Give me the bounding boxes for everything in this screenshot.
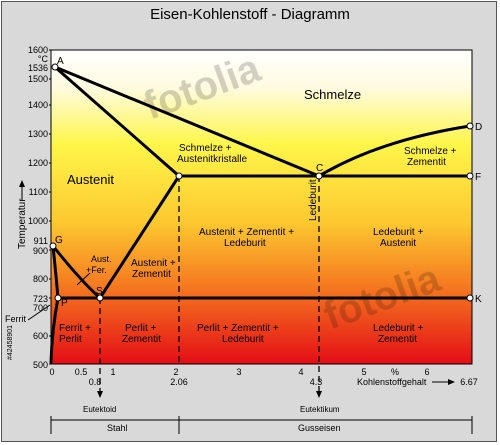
x-tick-1: 1: [110, 367, 115, 377]
point-e-marker: [176, 173, 182, 179]
region-schmelze-austenit-1: Schmelze +: [179, 143, 232, 154]
y-tick-911: 911: [34, 236, 48, 246]
y-tick-1100: 1100: [29, 187, 48, 197]
y-axis-label: Temperatur: [17, 198, 28, 249]
region-austenit-zementit-1: Austenit +: [131, 258, 176, 269]
x-tick-43: 4.3: [310, 377, 323, 387]
point-f-marker: [467, 173, 473, 179]
region-ledeburit-vertical: Ledeburit: [308, 179, 319, 221]
x-tick-667: 6.67: [460, 377, 478, 387]
y-tick-1300: 1300: [28, 129, 48, 139]
region-schmelze: Schmelze: [304, 87, 361, 102]
region-aust-fer-2: +Fer.: [86, 265, 107, 275]
plot-area: [51, 50, 472, 364]
x-tick-5: 5: [361, 367, 366, 377]
y-tick-900: 900: [33, 246, 48, 256]
y-tick-800: 800: [33, 274, 48, 284]
region-perlit-zementit-2: Zementit: [122, 334, 161, 345]
region-perlit-zementit-1: Perlit +: [125, 323, 157, 334]
region-aust-fer-1: Aust.: [91, 254, 112, 264]
region-ledeburit-austenit-2: Austenit: [380, 238, 416, 249]
region-ferrit-perlit-2: Perlit: [59, 334, 82, 345]
region-aust-zem-led-2: Ledeburit: [224, 238, 266, 249]
eutektikum-arrow-icon: [316, 391, 322, 398]
point-d-marker: [467, 123, 473, 129]
label-k: K: [475, 294, 482, 305]
ferrit-label: Ferrit: [5, 314, 26, 324]
label-d: D: [475, 122, 482, 133]
x-tick-05: 0.5: [75, 367, 88, 377]
label-f: F: [475, 172, 481, 183]
region-schmelze-zementit-2: Zementit: [407, 157, 446, 168]
eutektoid-label: Eutektoid: [83, 405, 116, 414]
y-tick-500: 500: [33, 360, 48, 370]
label-s: S: [96, 286, 103, 297]
x-tick-2: 2: [173, 367, 178, 377]
region-schmelze-austenit-2: Austenitkristalle: [177, 154, 247, 165]
region-aust-zem-led-1: Austenit + Zementit +: [199, 227, 294, 238]
x-axis-label: Kohlenstoffgehalt: [357, 377, 427, 387]
y-tick-600: 600: [33, 331, 48, 341]
y-tick-1000: 1000: [28, 216, 48, 226]
x-tick-6: 6: [424, 367, 429, 377]
region-austenit-zementit-2: Zementit: [132, 269, 171, 280]
y-tick-1500: 1500: [28, 74, 48, 84]
x-tick-0: 0: [49, 367, 54, 377]
eutektikum-label: Eutektikum: [300, 405, 340, 414]
label-g: G: [55, 235, 63, 246]
label-p: P: [61, 298, 68, 309]
x-tick-206: 2.06: [170, 377, 188, 387]
region-austenit: Austenit: [67, 172, 114, 187]
region-perlit-zem-led-1: Perlit + Zementit +: [197, 323, 279, 334]
x-unit: %: [391, 367, 399, 377]
y-axis-arrow-icon: [19, 180, 25, 187]
gusseisen-label: Gusseisen: [298, 423, 341, 433]
x-axis-arrow-icon: [448, 379, 455, 385]
region-ledeburit-zementit-1: Ledeburit +: [373, 323, 423, 334]
x-tick-08: 0.8: [89, 377, 102, 387]
y-tick-1400: 1400: [28, 100, 48, 110]
region-schmelze-zementit-1: Schmelze +: [404, 146, 457, 157]
point-k-marker: [467, 295, 473, 301]
y-tick-1536: 1536: [28, 63, 48, 73]
region-perlit-zem-led-2: Ledeburit: [222, 334, 264, 345]
x-tick-4: 4: [298, 367, 303, 377]
x-tick-3: 3: [236, 367, 241, 377]
stock-id: #42458901: [7, 325, 14, 360]
label-a: A: [57, 56, 64, 67]
eutektoid-arrow-icon: [97, 391, 103, 398]
region-ferrit-perlit-1: Ferrit +: [59, 323, 91, 334]
region-ledeburit-zementit-2: Zementit: [378, 334, 417, 345]
region-ledeburit-austenit-1: Ledeburit +: [373, 227, 423, 238]
stahl-label: Stahl: [107, 423, 128, 433]
label-c: C: [316, 163, 323, 174]
y-axis-ticks: 1600 °C 1536 1500 1400 1300 1200 1100 10…: [28, 45, 49, 370]
y-tick-1200: 1200: [28, 158, 48, 168]
